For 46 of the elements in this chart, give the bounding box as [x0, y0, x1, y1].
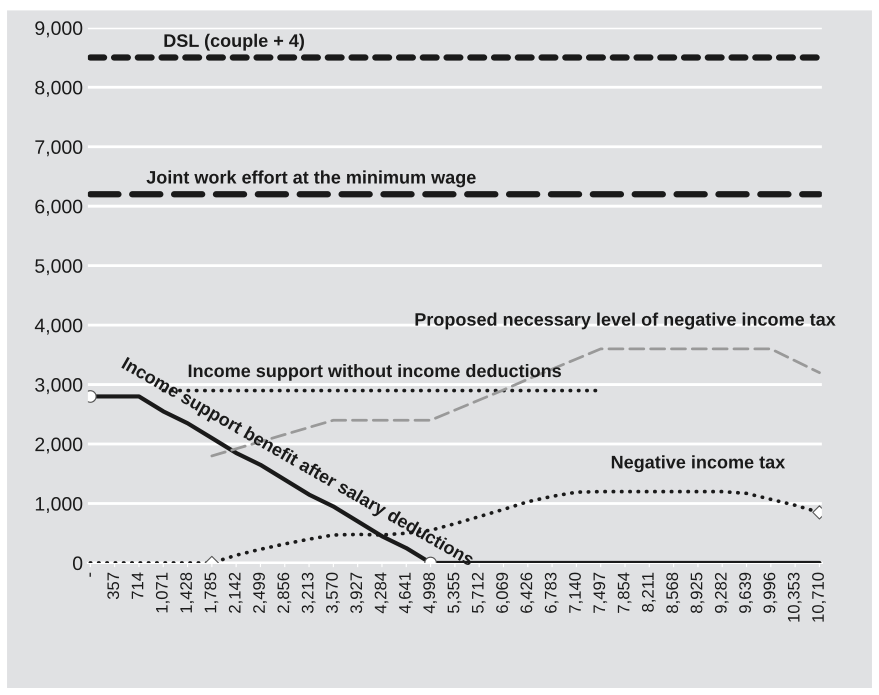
x-tick-label: 6,069	[496, 572, 510, 613]
y-tick-label: 6,000	[35, 200, 82, 216]
x-tick-label: 8,925	[690, 572, 704, 613]
y-tick-label: 8,000	[35, 80, 82, 97]
x-tick-label: -	[90, 572, 91, 577]
x-tick-label: 2,499	[253, 572, 267, 613]
x-tick-label: 1,785	[204, 572, 218, 612]
x-tick-label: 714	[132, 572, 144, 599]
y-tick-label: 3,000	[35, 378, 82, 394]
y-tick-label: 9,000	[35, 21, 82, 38]
ref-line-label: DSL (couple + 4)	[164, 34, 304, 51]
x-tick-label: 7,497	[593, 572, 608, 613]
x-tick-label: 2,142	[228, 572, 243, 613]
x-tick-label: 3,213	[302, 572, 316, 614]
annotation: Negative income tax	[612, 455, 786, 472]
y-tick-label: 1,000	[36, 496, 82, 514]
x-tick-label: 6,426	[520, 572, 534, 613]
x-tick-label: 3,927	[350, 572, 364, 614]
annotation: Proposed necessary level of negative income tax	[415, 312, 836, 330]
y-tick-label: 2,000	[35, 437, 82, 454]
y-tick-label: 0	[72, 556, 82, 570]
x-tick-label: 4,284	[374, 572, 388, 614]
x-tick-label: 1,071	[156, 572, 170, 612]
x-tick-label: 5,712	[472, 572, 486, 614]
x-tick-label: 2,856	[277, 572, 292, 613]
x-tick-label: 7,140	[569, 572, 583, 613]
x-tick-label: 10,710	[812, 572, 826, 622]
x-tick-label: 7,854	[618, 572, 632, 613]
ref-line-label: Joint work effort at the minimum wage	[146, 170, 476, 188]
x-tick-label: 8,568	[666, 572, 680, 613]
annotation: Income support without income deductions	[188, 364, 561, 381]
y-tick-label: 5,000	[35, 259, 82, 276]
x-tick-label: 10,353	[788, 572, 802, 622]
x-tick-label: 6,783	[544, 572, 559, 613]
y-tick-label: 4,000	[34, 318, 82, 335]
x-tick-label: 9,639	[739, 572, 753, 613]
y-tick-label: 7,000	[35, 140, 82, 156]
x-tick-label: 5,355	[448, 572, 462, 614]
x-tick-label: 1,428	[180, 572, 194, 612]
x-tick-label: 3,570	[326, 572, 340, 614]
x-tick-label: 4,641	[398, 572, 413, 614]
x-tick-label: 4,998	[423, 572, 438, 614]
x-tick-label: 9,996	[764, 572, 778, 613]
x-tick-label: 9,282	[714, 572, 729, 613]
x-tick-label: 357	[107, 572, 120, 600]
x-tick-label: 8,211	[642, 572, 656, 612]
